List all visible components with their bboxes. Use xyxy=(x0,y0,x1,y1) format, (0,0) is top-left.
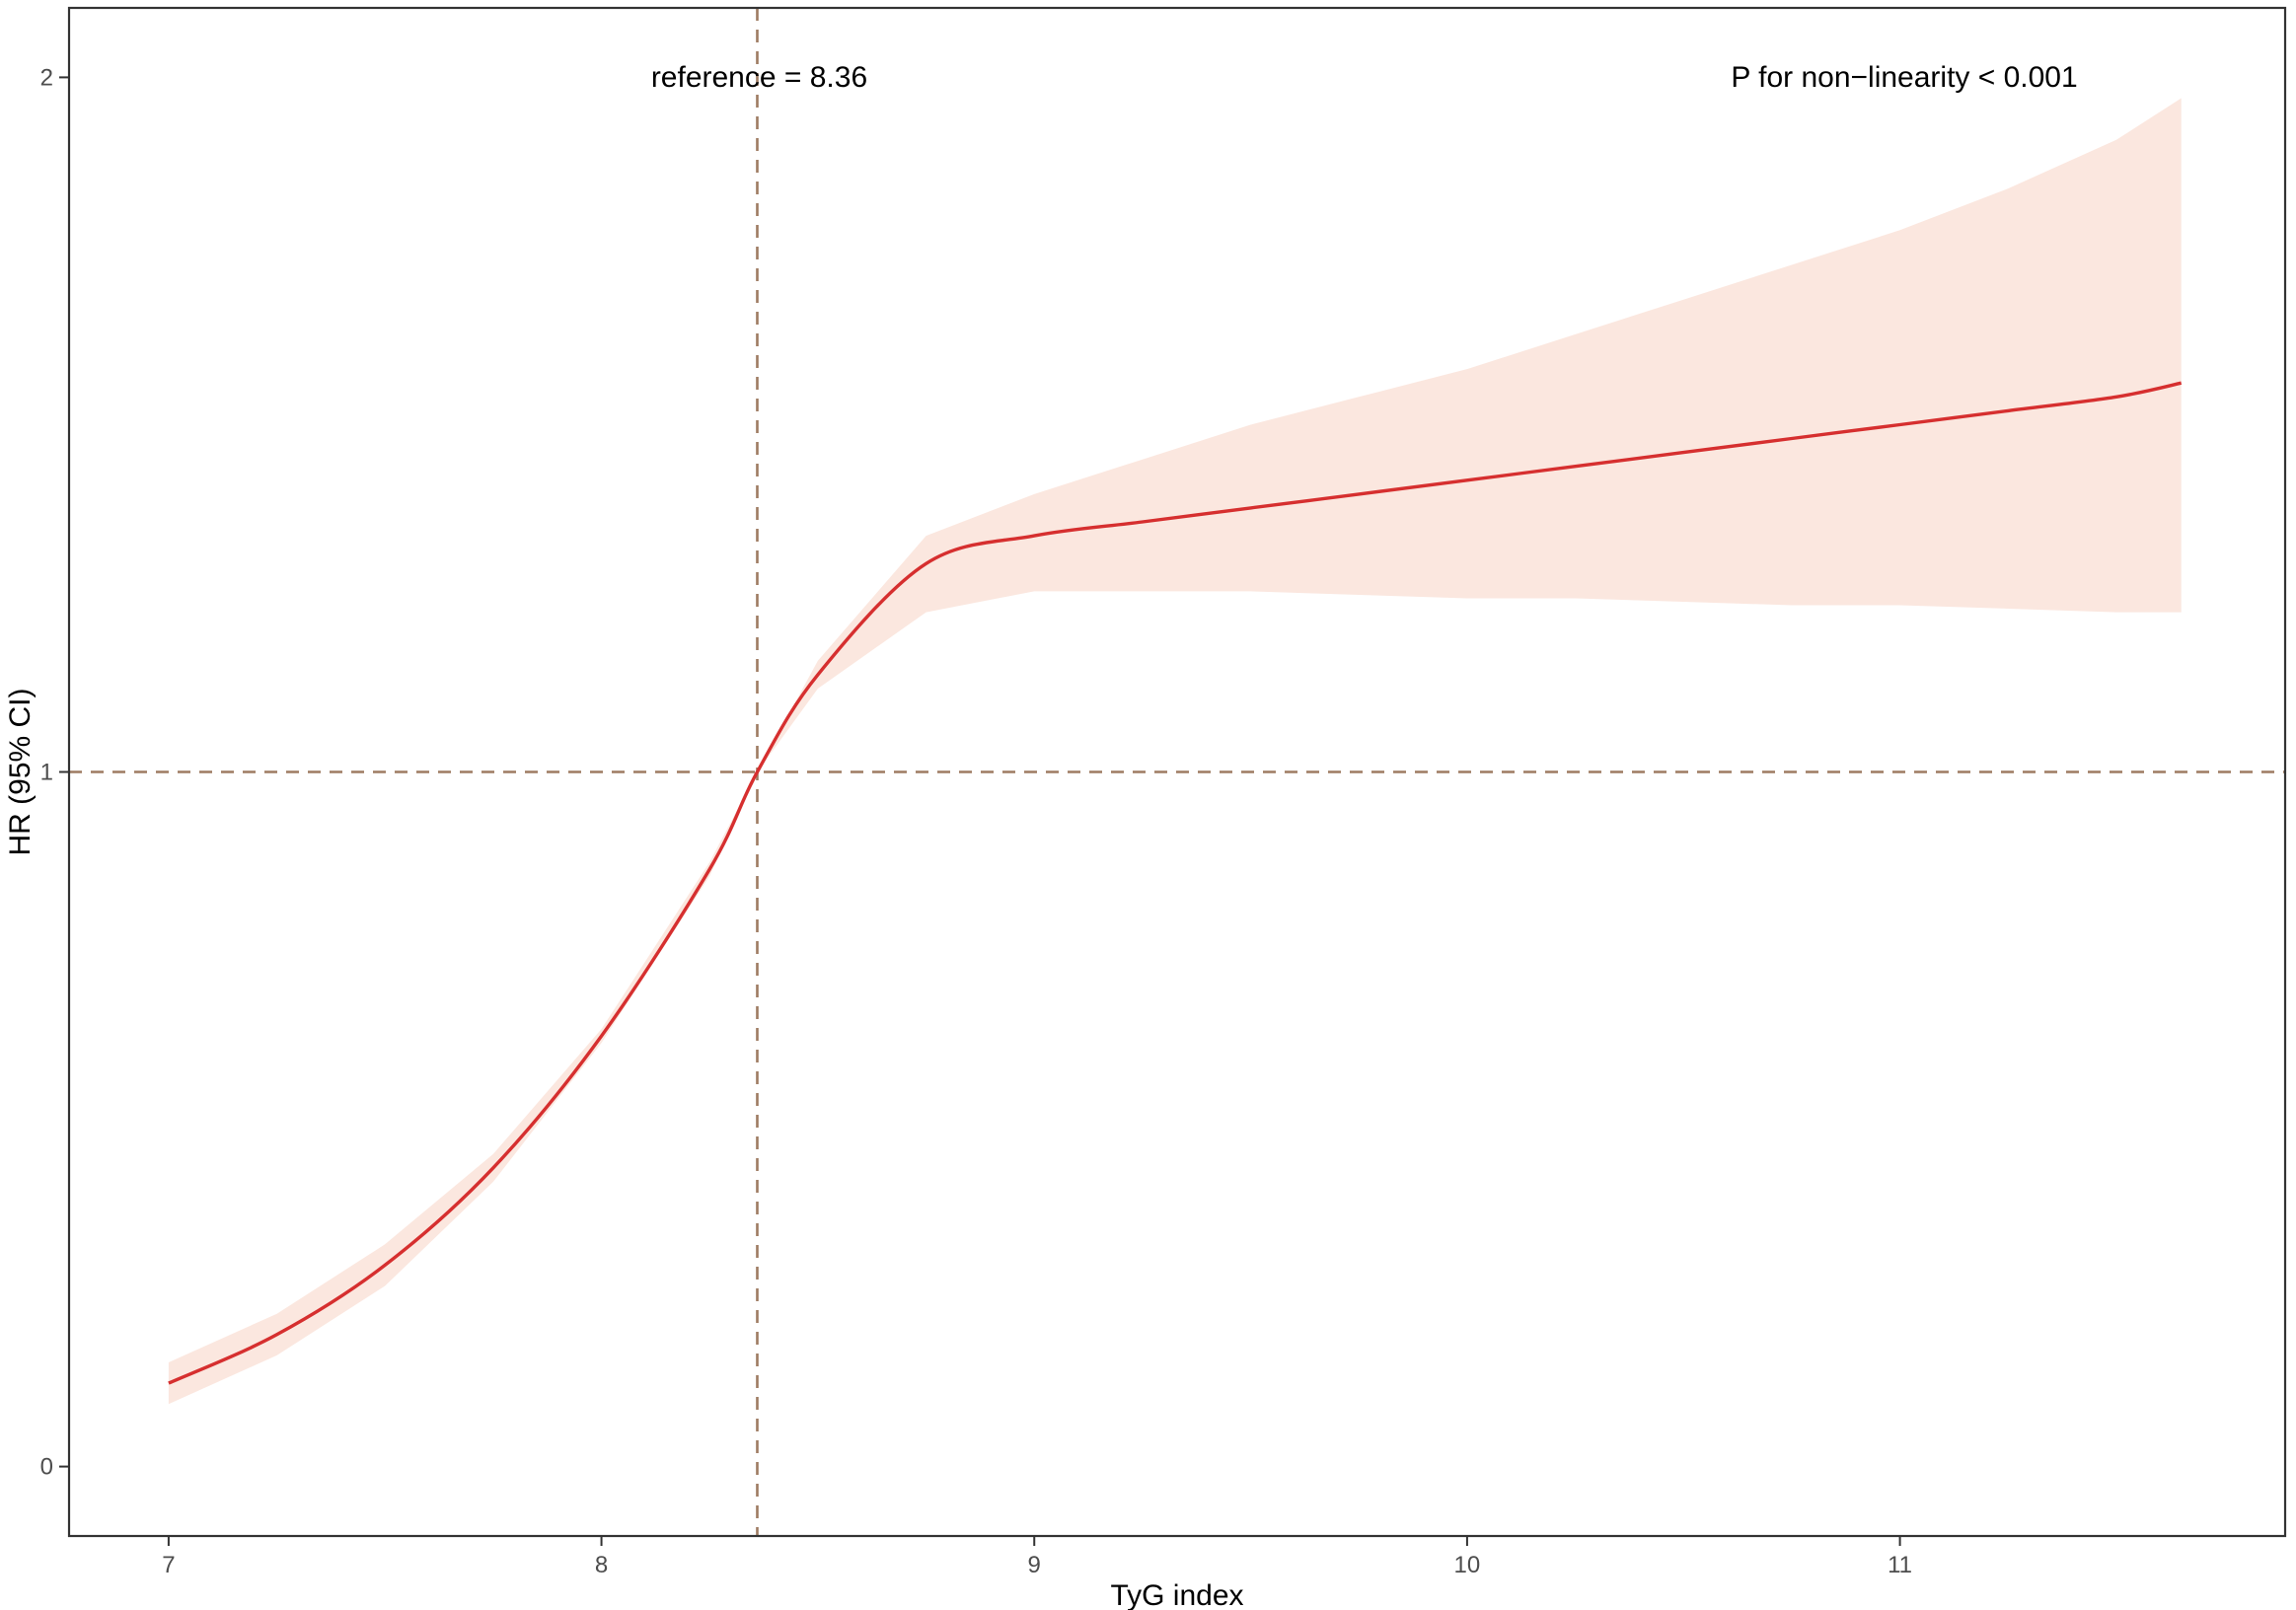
p-value-annotation: P for non−linearity < 0.001 xyxy=(1731,61,2077,94)
y-tick-label: 1 xyxy=(40,760,53,786)
x-tick-label: 11 xyxy=(1888,1552,1912,1578)
x-tick-label: 8 xyxy=(595,1552,608,1578)
x-tick-label: 9 xyxy=(1028,1552,1041,1578)
hr-curve xyxy=(168,381,2183,1385)
x-tick-label: 10 xyxy=(1454,1552,1481,1578)
y-tick-label: 0 xyxy=(40,1454,53,1481)
confidence-band xyxy=(168,98,2182,1405)
x-axis-title: TyG index xyxy=(1110,1579,1243,1610)
x-tick-label: 7 xyxy=(162,1552,175,1578)
y-tick-label: 2 xyxy=(40,64,53,91)
y-axis-title: HR (95% CI) xyxy=(4,688,37,855)
axis-ticks: 7 8 9 10 11 0 1 2 xyxy=(40,64,1912,1578)
plot-area xyxy=(69,8,2285,1536)
reference-annotation: reference = 8.36 xyxy=(651,61,867,94)
